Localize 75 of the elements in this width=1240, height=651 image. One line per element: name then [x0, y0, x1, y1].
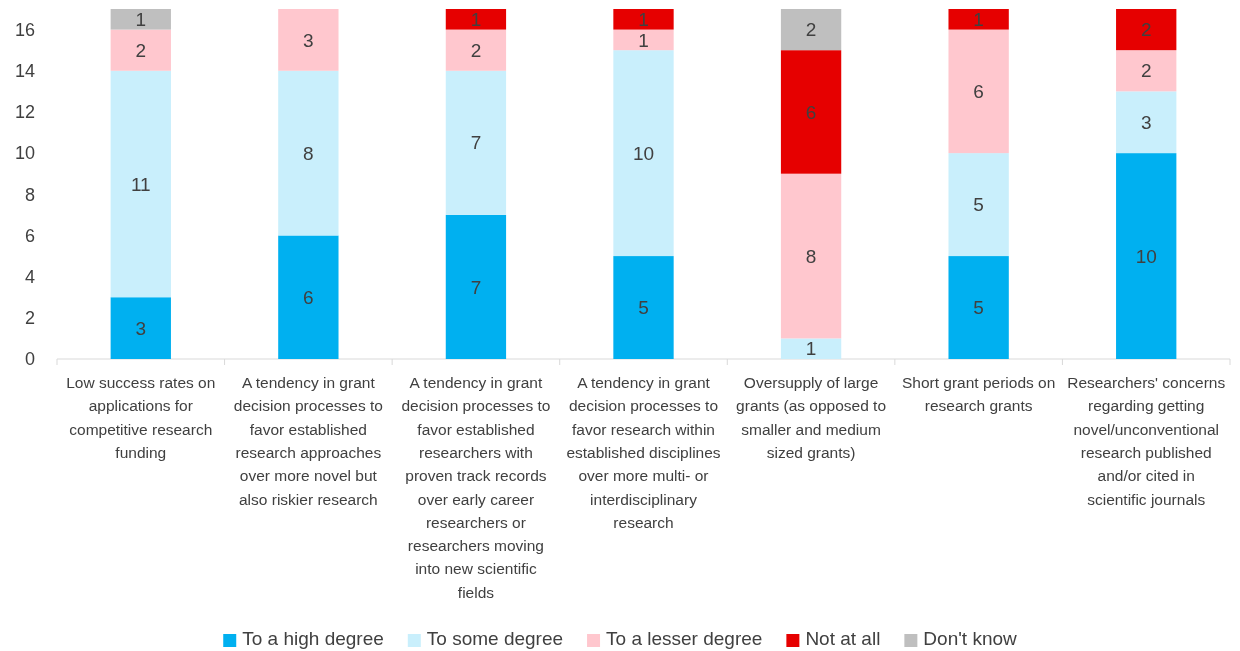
x-tick-label: A tendency in grant decision processes to favor research within established disciplines over more multi- or interdisciplinary research [566, 374, 721, 531]
data-label: 3 [1140, 111, 1152, 133]
bar [948, 9, 1009, 30]
bar [613, 50, 674, 257]
data-label: 2 [1140, 19, 1152, 41]
y-tick-label: 10 [14, 143, 35, 164]
bar [948, 153, 1009, 257]
y-tick-label: 16 [14, 19, 35, 40]
data-label: 8 [303, 142, 314, 164]
data-label: 7 [470, 276, 482, 298]
data-label: 8 [805, 245, 817, 267]
data-label: 2 [135, 39, 147, 61]
data-label: 1 [638, 29, 649, 51]
bar [780, 338, 842, 359]
legend-label: To a high degree [242, 628, 384, 649]
bar [110, 70, 171, 298]
bar [1116, 50, 1177, 92]
bar [278, 235, 339, 359]
data-label: 1 [470, 8, 482, 30]
data-label: 2 [805, 19, 817, 41]
bar [613, 9, 674, 30]
x-tick-label: A tendency in grant decision processes to favor established research approaches over more novel but also riskier research [233, 374, 383, 508]
data-label: 11 [130, 173, 151, 195]
x-tick-label: Short grant periods on research grants [901, 374, 1056, 415]
legend-label: Not at all [805, 628, 881, 649]
data-label: 1 [973, 8, 984, 30]
category-label: A tendency in grant decision processes to favor established researchers with proven track records over early career researchers or researchers moving into new scientific fields [401, 374, 551, 601]
bar [445, 70, 507, 215]
bar [110, 29, 171, 71]
data-label: 6 [303, 286, 314, 308]
data-label: 5 [973, 297, 984, 319]
data-label: 6 [805, 101, 817, 123]
y-tick-label: 12 [14, 102, 35, 123]
bar [613, 29, 674, 51]
y-tick-label: 14 [14, 61, 35, 82]
bar [1116, 9, 1177, 51]
data-label: 5 [638, 297, 649, 319]
y-tick-label: 6 [24, 225, 35, 246]
bar [110, 9, 171, 30]
data-label: 1 [805, 338, 817, 360]
data-label: 6 [973, 81, 984, 102]
bar [948, 256, 1009, 359]
bar [445, 214, 507, 359]
data-label: 10 [1135, 245, 1157, 267]
y-tick-label: 0 [24, 349, 35, 370]
y-tick-label: 2 [24, 308, 35, 329]
y-tick-label: 4 [24, 266, 35, 287]
bar [613, 256, 674, 359]
data-label: 7 [470, 132, 482, 154]
legend-label: To a lesser degree [606, 628, 763, 649]
legend-label: To some degree [426, 628, 564, 649]
data-label: 10 [632, 142, 655, 164]
bar [948, 29, 1009, 154]
x-tick-label: Oversupply of large grants (as opposed to smaller and medium sized grants) [736, 374, 887, 461]
bar [110, 297, 171, 359]
data-label: 3 [135, 317, 147, 339]
bar [780, 9, 842, 51]
bar [1116, 153, 1177, 359]
bar [780, 50, 842, 174]
bar [278, 9, 339, 71]
y-tick-label: 8 [24, 184, 35, 205]
x-tick-label: Researchers' concerns regarding getting novel/unconventional research published and/or cited in scientific journals [1067, 374, 1226, 508]
legend-label: Don't know [923, 628, 1018, 649]
bar [1116, 91, 1177, 154]
bar [445, 9, 507, 30]
bar [445, 29, 507, 71]
data-label: 1 [135, 8, 147, 30]
data-label: 3 [303, 29, 314, 51]
bar [278, 70, 339, 236]
data-label: 5 [973, 194, 984, 216]
data-label: 2 [470, 39, 482, 61]
data-label: 1 [638, 8, 649, 30]
x-tick-label: Low success rates on applications for competitive research funding [66, 374, 216, 461]
data-label: 2 [1140, 60, 1152, 82]
bar [780, 173, 842, 339]
